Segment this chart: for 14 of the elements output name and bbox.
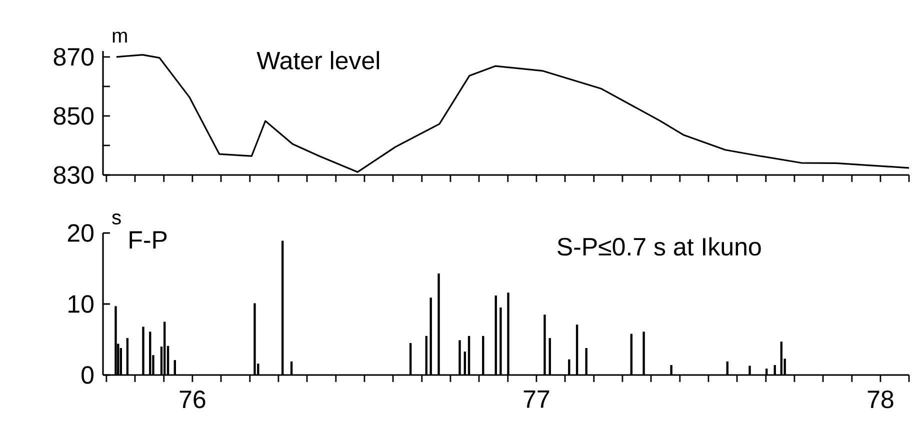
- y-tick-label: 10: [68, 295, 94, 313]
- y-axis-title: s: [112, 214, 121, 224]
- chart-title: F-P: [130, 231, 167, 248]
- x-tick-label: 76: [180, 390, 206, 408]
- y-axis-title: m: [112, 32, 127, 42]
- y-tick-label: 870: [54, 48, 94, 66]
- y-tick-label: 850: [54, 107, 94, 125]
- y-tick-label: 0: [82, 366, 94, 384]
- y-tick-label: 20: [68, 224, 94, 242]
- chart-title: Water level: [256, 51, 380, 70]
- x-tick-label: 77: [524, 390, 550, 408]
- y-tick-label: 830: [54, 166, 94, 184]
- chart-subtitle: S-P≤0.7 s at Ikuno: [558, 237, 761, 256]
- x-tick-label: 78: [868, 390, 894, 408]
